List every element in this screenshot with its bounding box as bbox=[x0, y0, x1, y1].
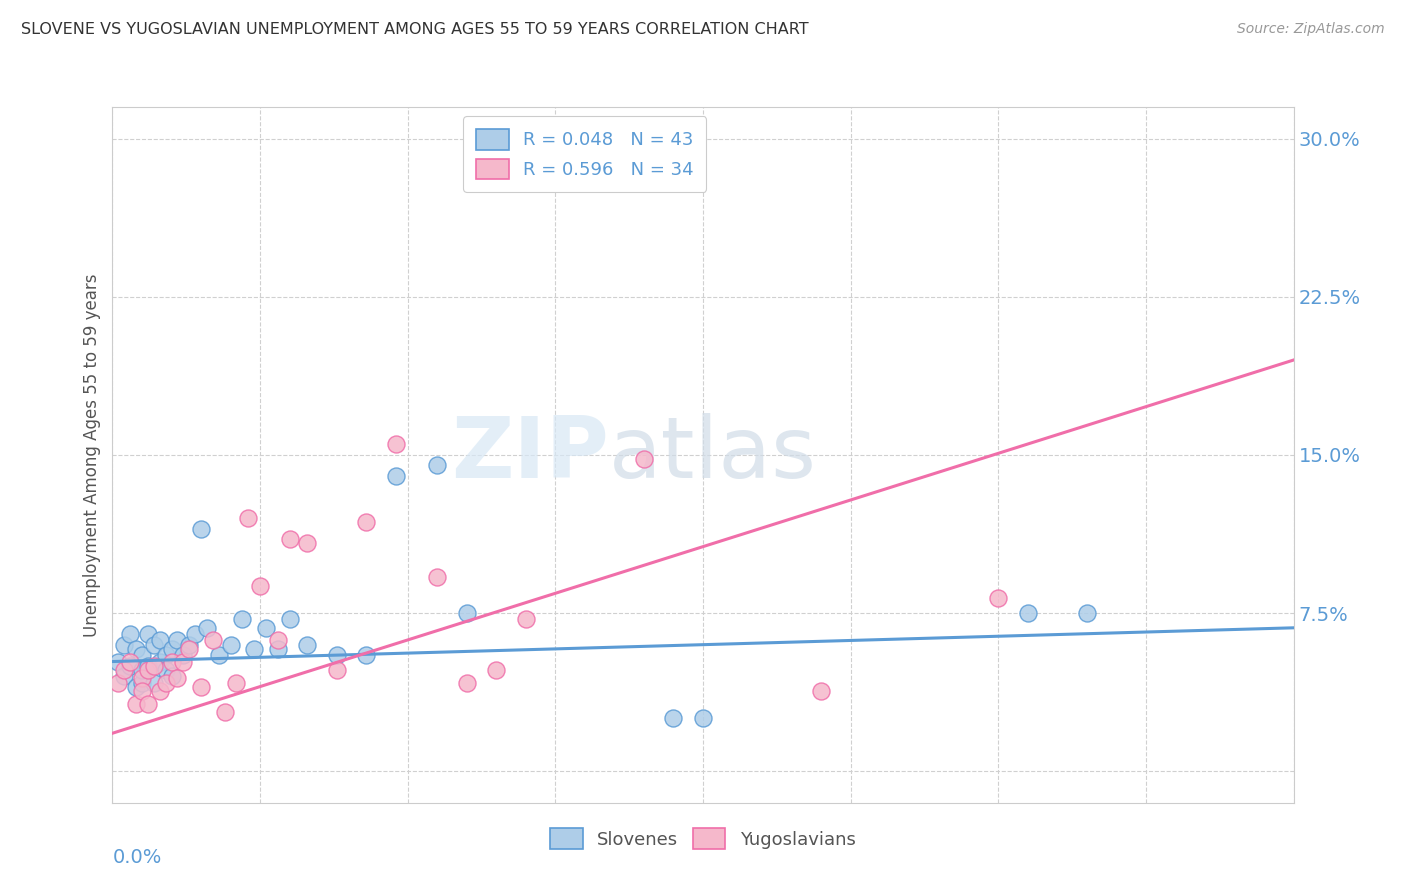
Point bbox=[179, 638, 201, 652]
Point bbox=[326, 663, 349, 677]
Point bbox=[201, 633, 224, 648]
Point bbox=[160, 655, 183, 669]
Point bbox=[142, 675, 165, 690]
Legend: Slovenes, Yugoslavians: Slovenes, Yugoslavians bbox=[543, 822, 863, 856]
Y-axis label: Unemployment Among Ages 55 to 59 years: Unemployment Among Ages 55 to 59 years bbox=[83, 273, 101, 637]
Point bbox=[131, 648, 153, 663]
Point bbox=[208, 648, 231, 663]
Point bbox=[107, 655, 129, 669]
Point bbox=[267, 633, 290, 648]
Point bbox=[112, 663, 135, 677]
Point bbox=[456, 606, 478, 620]
Text: Source: ZipAtlas.com: Source: ZipAtlas.com bbox=[1237, 22, 1385, 37]
Point bbox=[633, 452, 655, 467]
Point bbox=[155, 675, 177, 690]
Point bbox=[356, 648, 378, 663]
Point bbox=[155, 648, 177, 663]
Point bbox=[179, 641, 201, 656]
Point bbox=[810, 684, 832, 698]
Point bbox=[125, 697, 148, 711]
Point bbox=[515, 612, 537, 626]
Point bbox=[112, 669, 135, 683]
Point bbox=[231, 612, 253, 626]
Point bbox=[214, 705, 236, 719]
Point bbox=[142, 658, 165, 673]
Point bbox=[120, 658, 142, 673]
Point bbox=[184, 627, 207, 641]
Point bbox=[195, 621, 218, 635]
Point bbox=[297, 536, 319, 550]
Point bbox=[120, 627, 142, 641]
Point bbox=[278, 612, 301, 626]
Point bbox=[662, 711, 685, 725]
Point bbox=[149, 655, 172, 669]
Point bbox=[1076, 606, 1098, 620]
Point bbox=[238, 511, 260, 525]
Point bbox=[131, 663, 153, 677]
Point bbox=[692, 711, 714, 725]
Point bbox=[155, 663, 177, 677]
Point bbox=[136, 697, 159, 711]
Point bbox=[125, 680, 148, 694]
Point bbox=[131, 675, 153, 690]
Point bbox=[131, 672, 153, 686]
Point bbox=[356, 516, 378, 530]
Point bbox=[160, 641, 183, 656]
Point bbox=[267, 641, 290, 656]
Point bbox=[385, 437, 408, 451]
Point bbox=[326, 648, 349, 663]
Point bbox=[160, 669, 183, 683]
Point bbox=[426, 570, 449, 584]
Point bbox=[131, 684, 153, 698]
Point bbox=[142, 638, 165, 652]
Point bbox=[166, 633, 188, 648]
Point bbox=[225, 675, 247, 690]
Point bbox=[190, 680, 212, 694]
Text: ZIP: ZIP bbox=[451, 413, 609, 497]
Point bbox=[136, 627, 159, 641]
Point bbox=[249, 579, 271, 593]
Point bbox=[278, 533, 301, 547]
Point bbox=[166, 672, 188, 686]
Point bbox=[219, 638, 242, 652]
Point bbox=[112, 638, 135, 652]
Point bbox=[172, 655, 194, 669]
Point bbox=[456, 675, 478, 690]
Point bbox=[136, 663, 159, 677]
Point bbox=[172, 648, 194, 663]
Point bbox=[149, 684, 172, 698]
Text: atlas: atlas bbox=[609, 413, 817, 497]
Point bbox=[243, 641, 266, 656]
Point bbox=[385, 469, 408, 483]
Point bbox=[987, 591, 1010, 606]
Point bbox=[1017, 606, 1039, 620]
Text: SLOVENE VS YUGOSLAVIAN UNEMPLOYMENT AMONG AGES 55 TO 59 YEARS CORRELATION CHART: SLOVENE VS YUGOSLAVIAN UNEMPLOYMENT AMON… bbox=[21, 22, 808, 37]
Point bbox=[190, 522, 212, 536]
Point bbox=[297, 638, 319, 652]
Point bbox=[107, 675, 129, 690]
Point bbox=[125, 641, 148, 656]
Point bbox=[120, 655, 142, 669]
Point bbox=[485, 663, 508, 677]
Point bbox=[254, 621, 277, 635]
Point bbox=[149, 633, 172, 648]
Text: 0.0%: 0.0% bbox=[112, 848, 162, 867]
Point bbox=[426, 458, 449, 473]
Point bbox=[136, 658, 159, 673]
